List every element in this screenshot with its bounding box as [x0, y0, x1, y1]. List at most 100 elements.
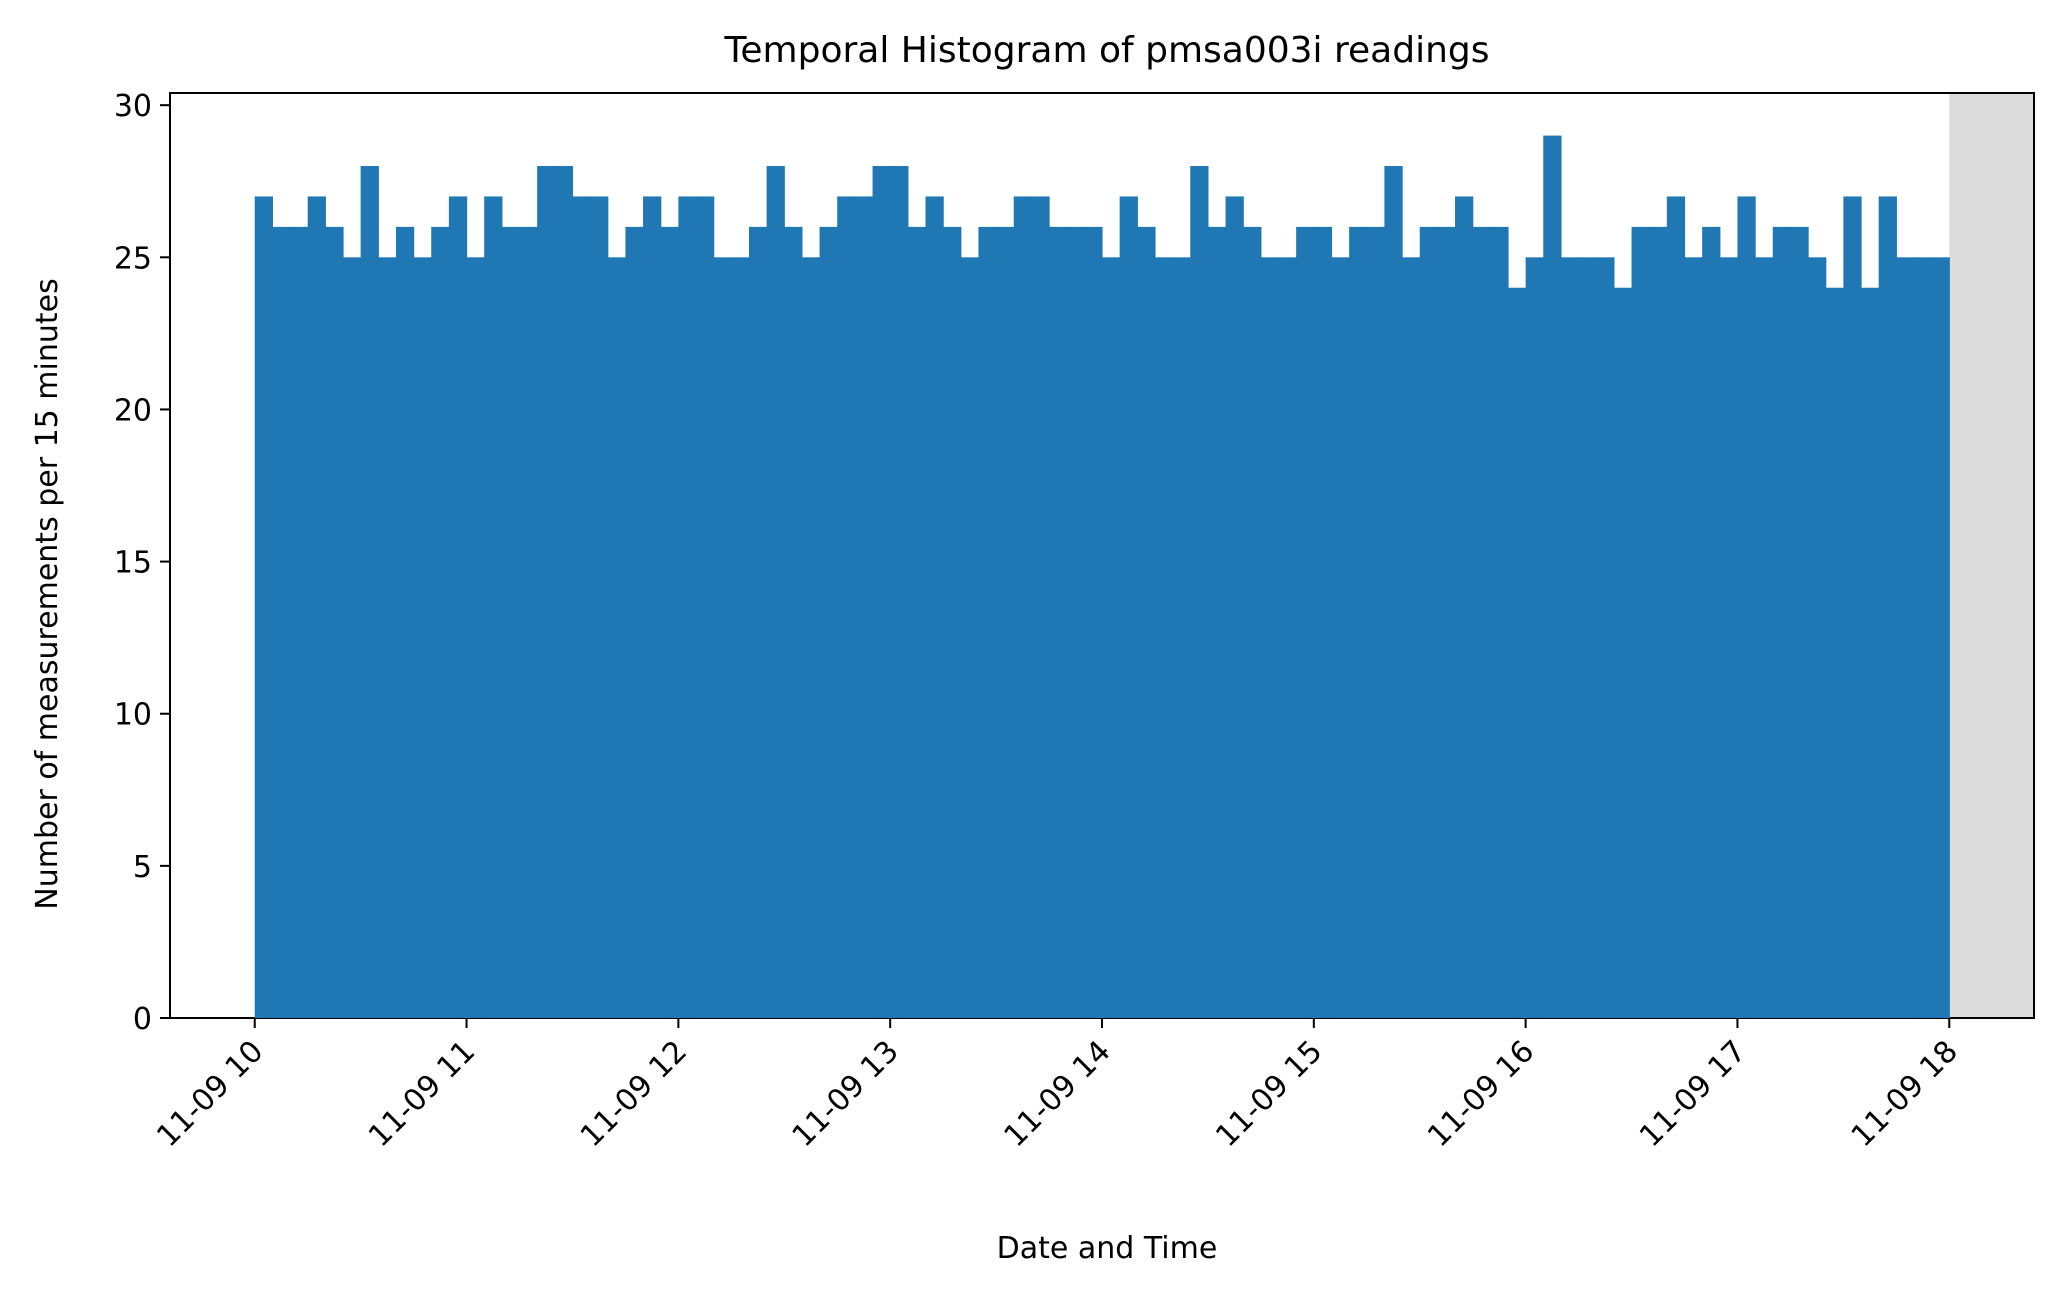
y-tick-label: 20: [114, 393, 152, 428]
histogram-bar: [448, 196, 468, 1018]
histogram-bar: [1384, 166, 1403, 1019]
histogram-bar: [1331, 257, 1350, 1018]
histogram-bar: [1207, 226, 1227, 1018]
histogram-bar: [1525, 257, 1544, 1018]
histogram-bar: [1878, 196, 1897, 1018]
x-axis-label: Date and Time: [997, 1231, 1218, 1266]
x-tick-label: 11-09 16: [1421, 1034, 1541, 1154]
histogram-bar: [1472, 226, 1491, 1018]
histogram-bar: [766, 166, 785, 1019]
shaded-region: [1949, 93, 2034, 1018]
histogram-bar: [1049, 226, 1068, 1018]
histogram-bar: [360, 166, 379, 1019]
histogram-bar: [660, 226, 679, 1018]
histogram-bar: [607, 257, 627, 1018]
histogram-bar: [1843, 196, 1862, 1018]
histogram-bar: [537, 166, 556, 1019]
histogram-bar: [678, 196, 697, 1018]
histogram-bar: [1278, 257, 1297, 1018]
histogram-bar: [395, 226, 415, 1018]
histogram-bar: [501, 226, 521, 1018]
y-tick-label: 5: [133, 850, 152, 885]
histogram-bar: [960, 257, 980, 1018]
histogram-bar: [1755, 257, 1774, 1018]
histogram-bar: [1737, 196, 1756, 1018]
x-tick-label: 11-09 17: [1633, 1034, 1753, 1154]
histogram-bar: [1772, 226, 1792, 1018]
histogram-bar: [1631, 226, 1650, 1018]
histogram-bar: [254, 196, 273, 1018]
histogram-bar: [1437, 226, 1456, 1018]
histogram-bar: [1543, 135, 1562, 1018]
histogram-bar: [643, 196, 662, 1018]
y-axis-label: Number of measurements per 15 minutes: [30, 278, 65, 909]
histogram-bar: [1102, 257, 1121, 1018]
histogram-bar: [625, 226, 644, 1018]
histogram-bar: [1649, 226, 1668, 1018]
histogram-bar: [748, 226, 768, 1018]
histogram-bar: [1596, 257, 1615, 1018]
histogram-bar: [1154, 257, 1174, 1018]
x-tick-label: 11-09 14: [998, 1034, 1118, 1154]
histogram-bar: [1243, 226, 1262, 1018]
histogram-bar: [1172, 257, 1191, 1018]
x-tick-label: 11-09 18: [1845, 1034, 1965, 1154]
histogram-bar: [431, 226, 450, 1018]
histogram-bar: [996, 226, 1015, 1018]
histogram-bar: [1931, 257, 1950, 1018]
histogram-bar: [978, 226, 997, 1018]
histogram-bar: [1313, 226, 1333, 1018]
y-axis: 0 5 10 15 20 25 30: [114, 89, 170, 1037]
histogram-bar: [696, 196, 715, 1018]
histogram-bar: [1349, 226, 1368, 1018]
histogram-bar: [1808, 257, 1827, 1018]
histogram-bar: [1578, 257, 1597, 1018]
histogram-bars: [254, 135, 1950, 1019]
histogram-bar: [1861, 287, 1880, 1019]
histogram-bar: [854, 196, 874, 1018]
y-tick-label: 15: [114, 546, 152, 581]
histogram-bar: [1507, 287, 1527, 1019]
histogram-bar: [1560, 257, 1580, 1018]
histogram-bar: [784, 226, 803, 1018]
histogram-bar: [484, 196, 503, 1018]
histogram-bar: [572, 196, 591, 1018]
histogram-bar: [1366, 226, 1386, 1018]
histogram-bar: [837, 196, 856, 1018]
histogram-bar: [1896, 257, 1915, 1018]
histogram-bar: [819, 226, 838, 1018]
histogram-bar: [1119, 196, 1138, 1018]
histogram-bar: [907, 226, 927, 1018]
histogram-bar: [1419, 226, 1438, 1018]
x-axis: 11-09 10 11-09 11 11-09 12 11-09 13 11-09 14…: [150, 1018, 1965, 1154]
histogram-bar: [1790, 226, 1809, 1018]
histogram-bar: [554, 166, 574, 1019]
chart-title: Temporal Histogram of pmsa003i readings: [724, 30, 1490, 71]
histogram-bar: [1490, 226, 1509, 1018]
histogram-bar: [1702, 226, 1721, 1018]
histogram-bar: [890, 166, 909, 1019]
histogram-bar: [1719, 257, 1739, 1018]
histogram-bar: [943, 226, 962, 1018]
histogram-bar: [731, 257, 750, 1018]
y-tick-label: 0: [133, 1002, 152, 1037]
histogram-bar: [925, 196, 944, 1018]
histogram-bar: [1066, 226, 1085, 1018]
histogram-bar: [1684, 257, 1703, 1018]
plot-area: [169, 92, 2035, 1019]
y-tick-label: 10: [114, 698, 152, 733]
histogram-bar: [1084, 226, 1103, 1018]
histogram-bar: [519, 226, 538, 1018]
histogram-bar: [325, 226, 344, 1018]
histogram-bar: [1402, 257, 1421, 1018]
histogram-bar: [272, 226, 291, 1018]
histogram-bar: [1190, 166, 1209, 1019]
histogram-bar: [1613, 287, 1633, 1019]
x-tick-label: 11-09 13: [786, 1034, 906, 1154]
histogram-bar: [307, 196, 326, 1018]
histogram-bar: [378, 257, 397, 1018]
histogram-bar: [1455, 196, 1474, 1018]
histogram-bar: [872, 166, 891, 1019]
x-tick-label: 11-09 11: [362, 1034, 482, 1154]
